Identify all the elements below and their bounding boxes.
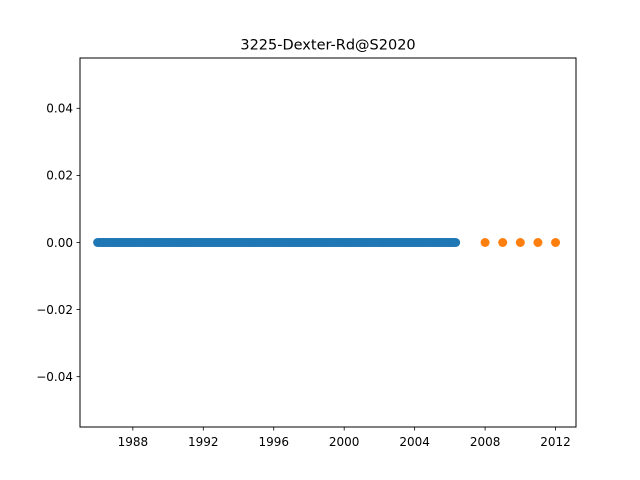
x-axis: 1988 1992 1996 2000 2004 2008 2012 [118,427,571,449]
series-1-point [533,238,543,247]
x-tick-label: 1996 [258,435,289,449]
x-tick-label: 2000 [329,435,360,449]
series-1-point [515,238,525,247]
series-1-point [551,238,561,247]
x-tick-label: 1992 [188,435,219,449]
y-tick-label: 0.02 [46,169,73,183]
series-1-point [498,238,508,247]
y-tick-label: −0.04 [36,370,73,384]
data-points [93,238,561,247]
y-tick-label: −0.02 [36,303,73,317]
y-tick-label: 0.00 [46,236,73,250]
x-tick-label: 2004 [399,435,430,449]
y-tick-label: 0.04 [46,102,73,116]
y-axis: 0.04 0.02 0.00 −0.02 −0.04 [36,102,80,384]
x-tick-label: 2008 [470,435,501,449]
series-0-point [451,238,461,247]
x-tick-label: 2012 [540,435,571,449]
x-tick-label: 1988 [118,435,149,449]
series-1-point [480,238,490,247]
chart-title: 3225-Dexter-Rd@S2020 [240,38,415,54]
